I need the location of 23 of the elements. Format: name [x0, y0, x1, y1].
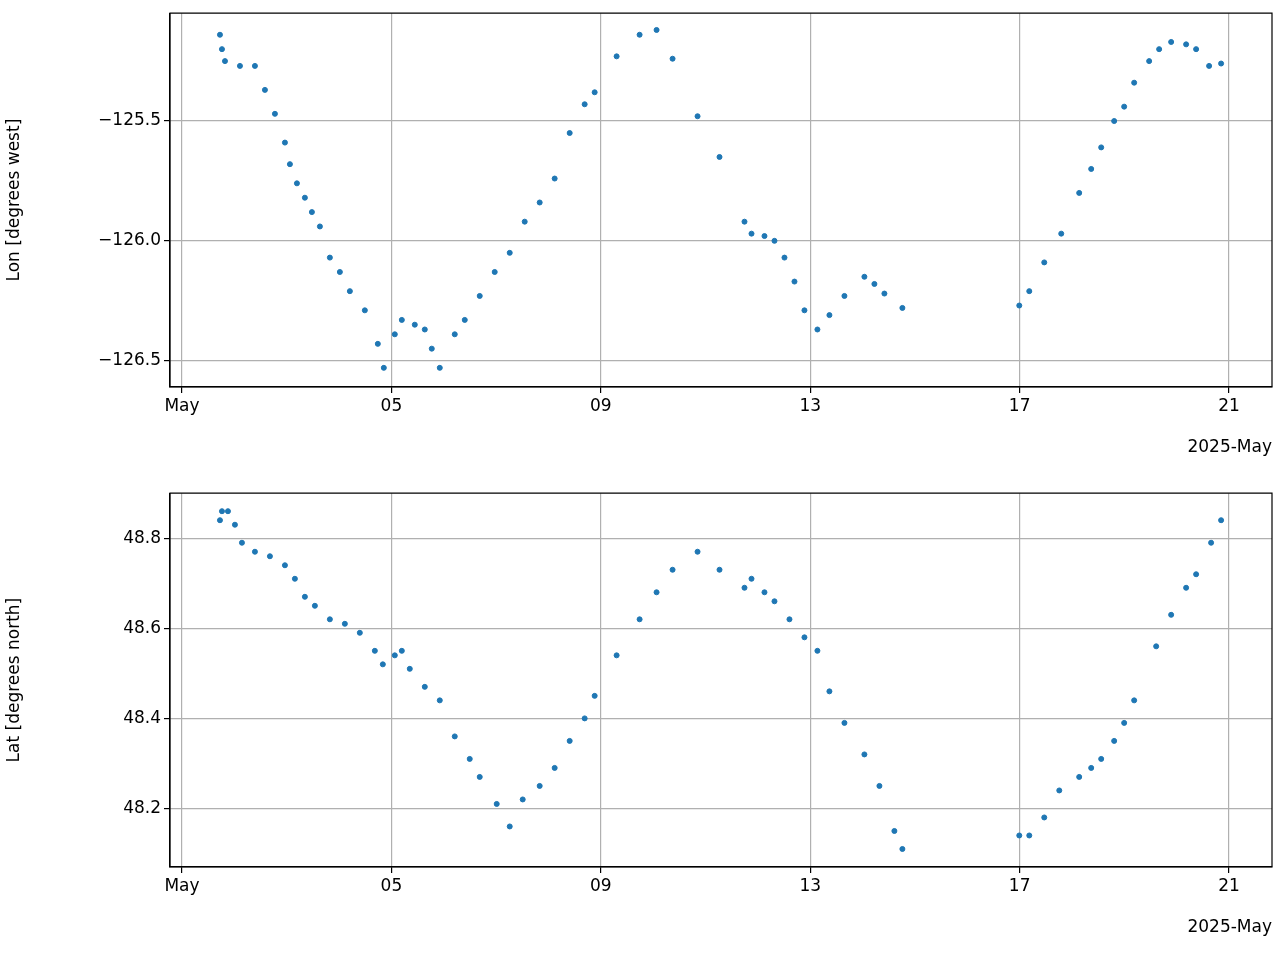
- y-tick-label: −125.5: [98, 109, 161, 130]
- x-tick-label: 09: [590, 874, 612, 895]
- text: 2025-May: [1187, 435, 1272, 456]
- x-tick-label: 09: [590, 394, 612, 415]
- x-tick-label: May: [164, 874, 200, 895]
- x-tick-label: 05: [380, 394, 403, 415]
- x-tick-label: 17: [1008, 394, 1031, 415]
- text: 2025-May: [1187, 915, 1272, 936]
- x-tick-label: 13: [799, 874, 822, 895]
- y-tick-label: −126.5: [98, 349, 161, 370]
- x-tick-label: May: [164, 394, 200, 415]
- y-tick-label: −126.0: [98, 229, 161, 250]
- y-tick-label: 48.8: [123, 526, 161, 547]
- y-axis-title: Lon [degrees west]: [2, 118, 23, 282]
- y-tick-label: 48.2: [123, 796, 161, 817]
- x-tick-label: 21: [1218, 874, 1240, 895]
- x-tick-label: 13: [799, 394, 822, 415]
- y-axis-title: Lat [degrees north]: [2, 597, 23, 763]
- x-tick-label: 21: [1218, 394, 1240, 415]
- y-tick-label: 48.6: [123, 616, 161, 637]
- x-tick-label: 05: [380, 874, 403, 895]
- y-tick-label: 48.4: [123, 706, 161, 727]
- x-tick-label: 17: [1008, 874, 1031, 895]
